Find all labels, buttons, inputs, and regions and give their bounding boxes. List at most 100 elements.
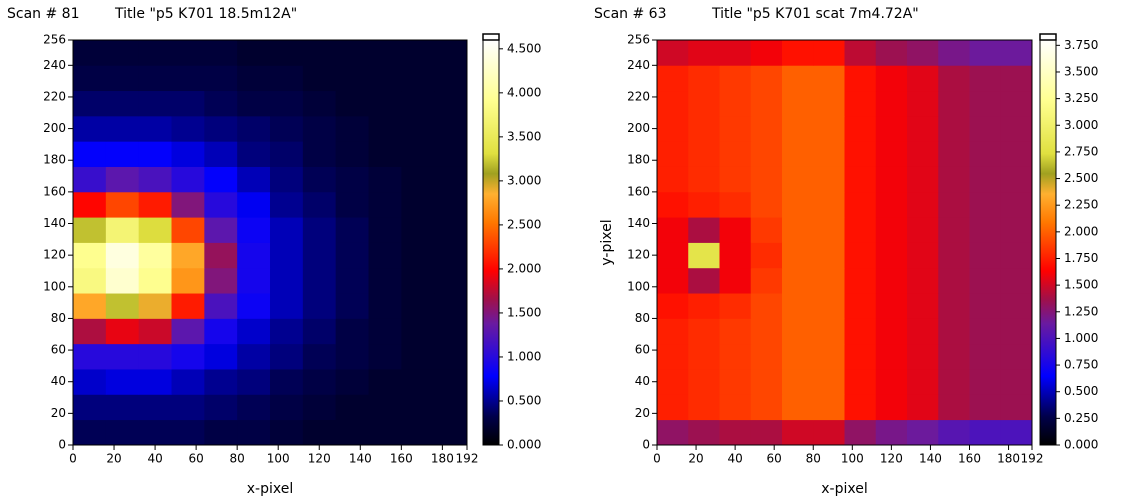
heatmap-cell bbox=[875, 90, 908, 117]
heatmap-cell bbox=[401, 141, 435, 167]
heatmap-cell bbox=[171, 217, 205, 243]
heatmap-cell bbox=[719, 267, 752, 294]
heatmap-cell bbox=[938, 343, 970, 370]
heatmap-cell bbox=[938, 90, 970, 117]
colorbar bbox=[482, 39, 500, 446]
heatmap-cell bbox=[171, 191, 205, 218]
heatmap-cell bbox=[138, 267, 172, 294]
heatmap-cell bbox=[1000, 217, 1033, 243]
heatmap-cell bbox=[302, 166, 337, 193]
heatmap-cell bbox=[237, 65, 271, 92]
heatmap-cell bbox=[302, 419, 337, 446]
heatmap-cell bbox=[368, 166, 402, 193]
heatmap-cell bbox=[657, 369, 689, 395]
colorbar-tick-label: 2.500 bbox=[1064, 171, 1098, 185]
heatmap-cell bbox=[657, 318, 689, 345]
heatmap-cell bbox=[270, 267, 304, 294]
heatmap-cell bbox=[237, 293, 271, 319]
x-tick-label: 40 bbox=[147, 452, 162, 466]
heatmap-cell bbox=[434, 115, 468, 142]
colorbar-tick-label: 3.500 bbox=[1064, 64, 1098, 78]
heatmap-cell bbox=[875, 318, 908, 345]
heatmap-cell bbox=[368, 191, 402, 218]
heatmap-cell bbox=[813, 40, 845, 66]
heatmap-cell bbox=[204, 40, 238, 66]
heatmap-cell bbox=[73, 217, 107, 243]
heatmap-cell bbox=[782, 65, 814, 92]
heatmap-cell bbox=[401, 394, 435, 421]
heatmap-cell bbox=[750, 141, 783, 167]
heatmap-cell bbox=[907, 217, 939, 243]
heatmap-cell bbox=[875, 343, 908, 370]
heatmap-cell bbox=[73, 65, 107, 92]
heatmap-cell bbox=[105, 217, 140, 243]
heatmap-cell bbox=[844, 242, 877, 269]
colorbar-tick-label: 2.000 bbox=[1064, 224, 1098, 238]
heatmap-cell bbox=[844, 115, 877, 142]
heatmap-cell bbox=[270, 166, 304, 193]
y-tick-label: 40 bbox=[51, 374, 66, 388]
heatmap-cell bbox=[969, 419, 1002, 446]
colorbar-tick-label: 1.500 bbox=[507, 305, 541, 319]
heatmap-cell bbox=[813, 343, 845, 370]
heatmap-cell bbox=[969, 90, 1002, 117]
heatmap-cell bbox=[844, 343, 877, 370]
heatmap-cell bbox=[750, 191, 783, 218]
heatmap-cell bbox=[73, 141, 107, 167]
heatmap-cell bbox=[204, 394, 238, 421]
heatmap-cell bbox=[750, 267, 783, 294]
heatmap-cell bbox=[434, 318, 468, 345]
heatmap-cell bbox=[813, 115, 845, 142]
heatmap-cell bbox=[302, 217, 337, 243]
heatmap-cell bbox=[844, 293, 877, 319]
heatmap-cell bbox=[368, 65, 402, 92]
heatmap-cell bbox=[875, 166, 908, 193]
x-axis-label: x-pixel bbox=[247, 481, 293, 497]
heatmap-cell bbox=[302, 115, 337, 142]
heatmap-cell bbox=[907, 115, 939, 142]
heatmap-cell bbox=[270, 369, 304, 395]
heatmap-cell bbox=[813, 217, 845, 243]
y-tick-label: 180 bbox=[43, 153, 66, 167]
heatmap-cell bbox=[434, 166, 468, 193]
colorbar-tick-label: 2.500 bbox=[507, 217, 541, 231]
heatmap-cell bbox=[105, 318, 140, 345]
heatmap-cell bbox=[750, 166, 783, 193]
y-tick-label: 256 bbox=[43, 33, 66, 47]
heatmap-cell bbox=[875, 191, 908, 218]
colorbar-tick-label: 0.500 bbox=[1064, 384, 1098, 398]
heatmap-cell bbox=[688, 419, 720, 446]
heatmap-cell bbox=[719, 369, 752, 395]
heatmap-cell bbox=[434, 191, 468, 218]
heatmap-cell bbox=[1000, 40, 1033, 66]
x-axis-label: x-pixel bbox=[821, 481, 867, 497]
heatmap-cell bbox=[719, 65, 752, 92]
heatmap-cell bbox=[657, 90, 689, 117]
heatmap-cell bbox=[105, 293, 140, 319]
heatmap-cell bbox=[1000, 419, 1033, 446]
heatmap-cell bbox=[335, 115, 369, 142]
x-tick-label: 80 bbox=[806, 452, 821, 466]
heatmap-cell bbox=[688, 40, 720, 66]
heatmap-cell bbox=[73, 191, 107, 218]
heatmap-cell bbox=[73, 267, 107, 294]
heatmap-cell bbox=[270, 90, 304, 117]
colorbar-tick-label: 3.000 bbox=[1064, 118, 1098, 132]
heatmap-cell bbox=[401, 369, 435, 395]
heatmap-cell bbox=[969, 217, 1002, 243]
heatmap-cell bbox=[270, 141, 304, 167]
heatmap-cell bbox=[907, 293, 939, 319]
heatmap-cell bbox=[368, 40, 402, 66]
heatmap-cell bbox=[237, 419, 271, 446]
y-tick-label: 60 bbox=[51, 343, 66, 357]
heatmap-cell bbox=[171, 369, 205, 395]
heatmap-cell bbox=[938, 166, 970, 193]
heatmap-cell bbox=[138, 40, 172, 66]
heatmap-cell bbox=[844, 90, 877, 117]
heatmap-cell bbox=[875, 267, 908, 294]
heatmap-cell bbox=[302, 141, 337, 167]
heatmap-cell bbox=[73, 419, 107, 446]
heatmap-cell bbox=[782, 166, 814, 193]
heatmap-cell bbox=[237, 369, 271, 395]
heatmap-cell bbox=[657, 115, 689, 142]
